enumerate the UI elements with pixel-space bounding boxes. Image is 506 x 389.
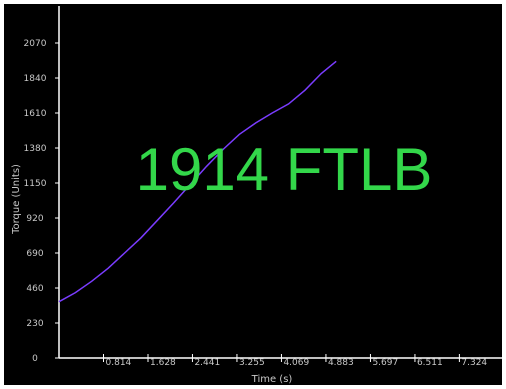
x-tick-label: 5.697 <box>372 358 398 368</box>
x-tick-label: 0.814 <box>106 358 132 368</box>
x-tick-label: 1.628 <box>150 358 176 368</box>
x-tick-label: 4.883 <box>328 358 354 368</box>
y-ticks: 0 230 460 690 920 1150 1380 1610 1840 2070 <box>24 39 59 364</box>
y-tick-label: 230 <box>26 319 43 329</box>
x-ticks: 0.814 1.628 2.441 3.255 4.069 4.883 5.697 6.511… <box>103 354 487 368</box>
x-tick-label: 3.255 <box>239 358 265 368</box>
y-tick-label: 1840 <box>24 74 47 84</box>
torque-readout: 1914 FTLB <box>135 136 433 203</box>
y-tick-label: 0 <box>32 354 38 364</box>
y-tick-label: 1150 <box>24 179 47 189</box>
y-tick-label: 2070 <box>24 39 47 49</box>
y-axis-title: Torque (Units) <box>11 164 22 235</box>
y-tick-label: 1380 <box>24 144 47 154</box>
y-tick-label: 1610 <box>24 109 47 119</box>
y-tick-label: 920 <box>26 214 43 224</box>
x-axis-title: Time (s) <box>251 374 293 385</box>
y-tick-label: 460 <box>26 284 43 294</box>
y-tick-label: 690 <box>26 249 43 259</box>
x-tick-label: 4.069 <box>283 358 309 368</box>
series-0-line <box>58 60 337 303</box>
x-tick-label: 6.511 <box>417 358 443 368</box>
x-tick-label: 2.441 <box>194 358 220 368</box>
x-tick-label: 7.324 <box>461 358 487 368</box>
torque-chart: 0 230 460 690 920 1150 1380 1610 1840 2070 0.814 1… <box>11 6 502 385</box>
